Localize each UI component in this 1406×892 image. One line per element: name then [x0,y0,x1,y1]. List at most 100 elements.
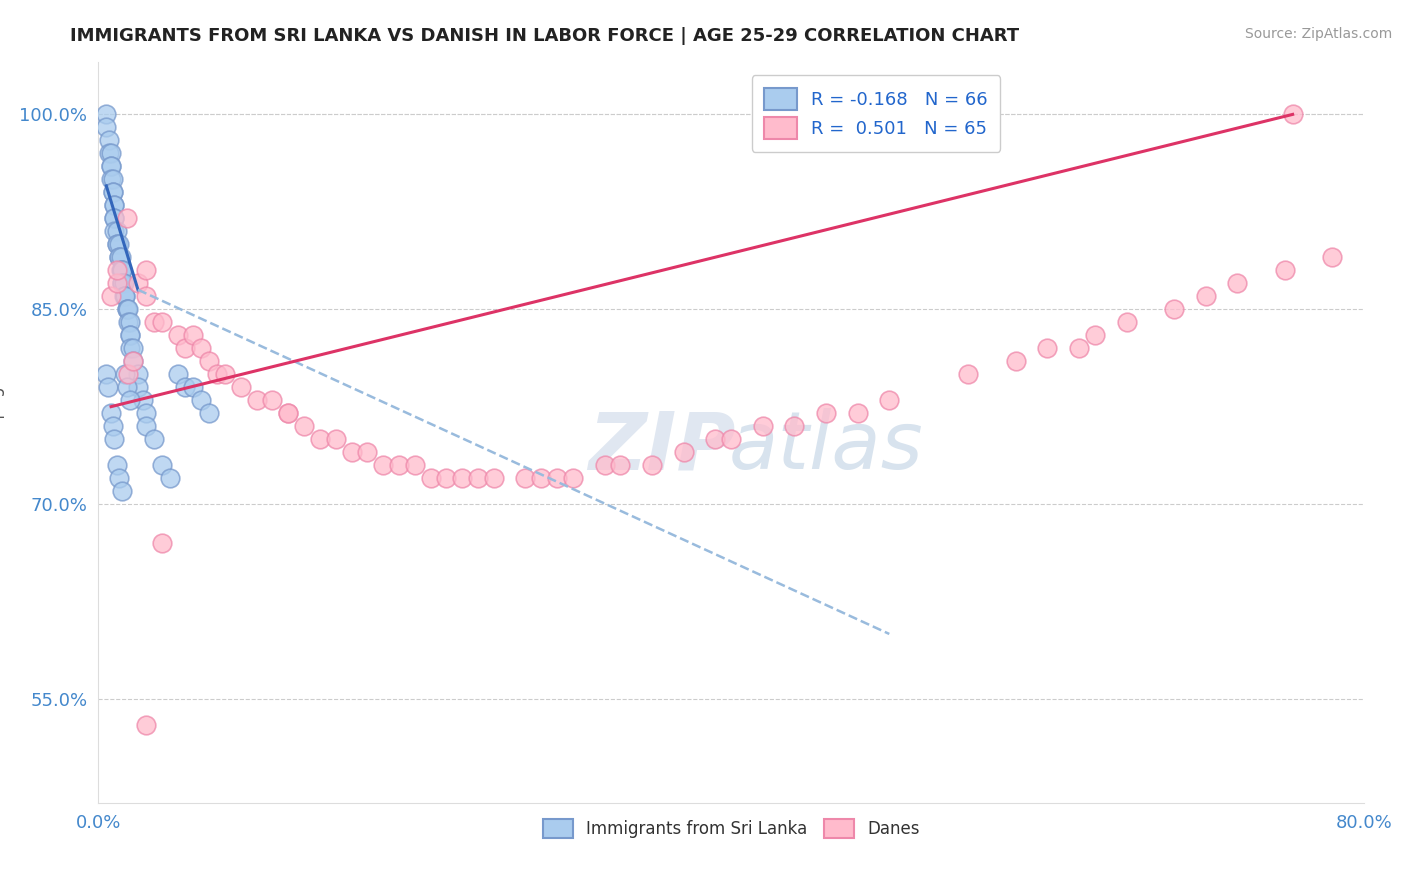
Point [174,341,197,355]
Point [107,224,129,238]
Point [100,159,122,173]
Point [101,186,124,200]
Point [183,380,205,394]
Point [111,263,134,277]
Point [1067,341,1090,355]
Point [1194,289,1216,303]
Point [114,367,136,381]
Point [135,419,157,434]
Point [108,250,131,264]
Point [292,419,315,434]
Point [957,367,980,381]
Point [108,250,131,264]
Point [117,367,139,381]
Point [877,393,900,408]
Point [198,406,221,420]
Point [1036,341,1059,355]
Point [127,277,149,291]
Point [114,289,136,303]
Point [166,367,188,381]
Point [100,146,122,161]
Point [451,471,474,485]
Point [122,341,145,355]
Point [132,393,155,408]
Legend: Immigrants from Sri Lanka, Danes: Immigrants from Sri Lanka, Danes [534,810,928,847]
Point [166,328,188,343]
Point [103,211,125,226]
Point [96,120,118,135]
Point [609,458,631,472]
Point [111,484,134,499]
Point [98,146,121,161]
Point [111,277,134,291]
Point [115,380,138,394]
Point [107,277,129,291]
Point [117,315,139,329]
Point [183,328,205,343]
Point [112,277,135,291]
Text: ZIP: ZIP [588,409,735,486]
Point [135,406,157,420]
Point [190,341,212,355]
Point [371,458,394,472]
Point [530,471,553,485]
Point [110,250,132,264]
Point [720,432,742,446]
Point [1115,315,1137,329]
Point [214,367,236,381]
Point [262,393,284,408]
Point [751,419,773,434]
Point [115,211,138,226]
Point [103,432,125,446]
Point [1163,302,1185,317]
Point [388,458,411,472]
Point [111,263,134,277]
Point [1281,107,1303,121]
Point [111,277,134,291]
Point [103,198,125,212]
Point [672,445,695,459]
Point [174,380,197,394]
Point [142,432,165,446]
Point [356,445,378,459]
Point [108,237,131,252]
Point [115,302,138,317]
Point [1226,277,1249,291]
Point [1322,250,1344,264]
Point [641,458,664,472]
Point [467,471,489,485]
Point [135,718,157,732]
Point [593,458,616,472]
Point [150,458,173,472]
Point [515,471,537,485]
Point [107,458,129,472]
Point [96,107,118,121]
Point [107,237,129,252]
Point [100,172,122,186]
Point [97,380,120,394]
Point [1004,354,1026,368]
Point [103,224,125,238]
Point [127,367,149,381]
Point [1274,263,1296,277]
Point [150,536,173,550]
Point [404,458,426,472]
Point [127,380,149,394]
Point [103,198,125,212]
Point [98,133,121,147]
Point [419,471,441,485]
Point [110,263,132,277]
Point [205,367,228,381]
Point [246,393,269,408]
Point [482,471,505,485]
Point [115,302,138,317]
Point [101,419,124,434]
Point [120,341,141,355]
Point [100,289,122,303]
Point [107,263,129,277]
Point [277,406,299,420]
Point [122,354,145,368]
Point [120,328,141,343]
Point [325,432,347,446]
Point [108,471,131,485]
